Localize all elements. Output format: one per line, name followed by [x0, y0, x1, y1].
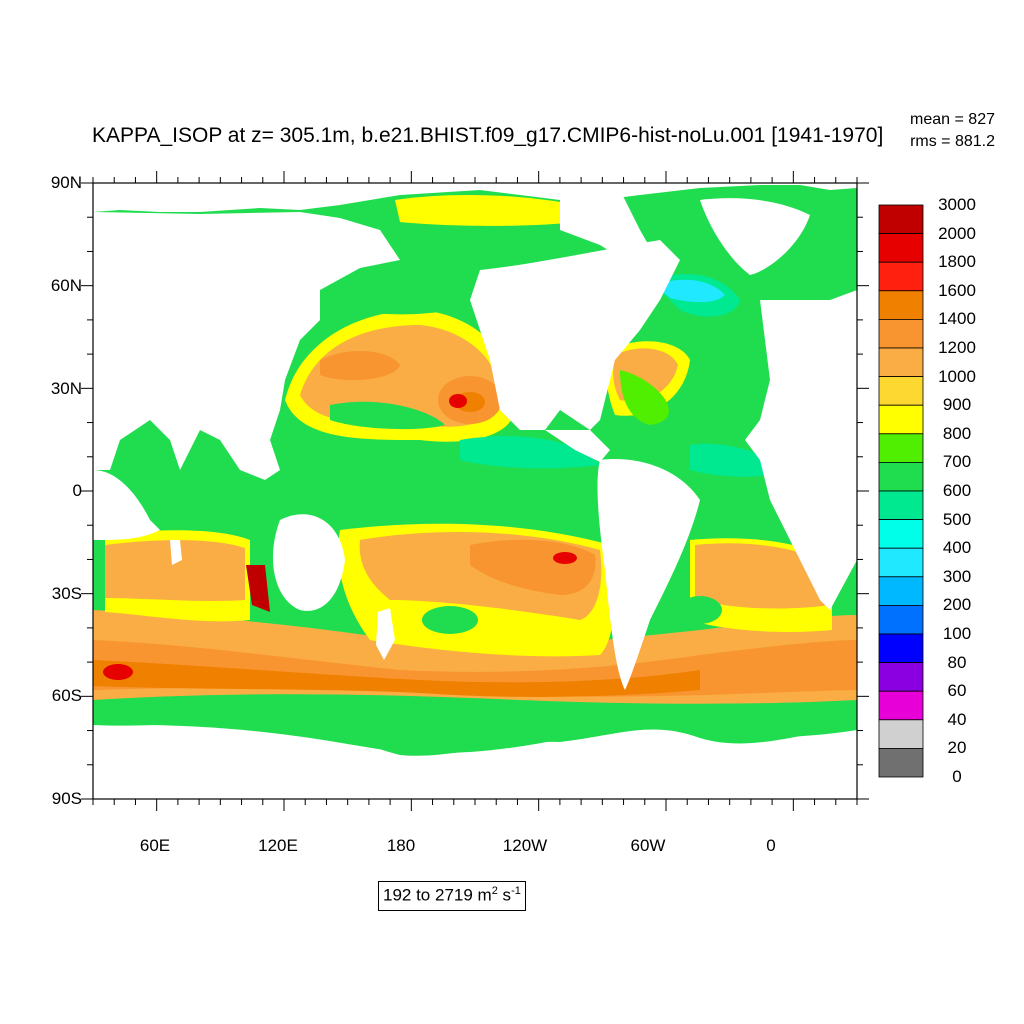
hotspot-north-pacific — [449, 394, 467, 408]
colorbar-level-label: 1600 — [938, 280, 976, 300]
colorbar-level-label: 0 — [952, 767, 962, 786]
colorbar-swatch — [878, 261, 924, 292]
arctic-900 — [395, 195, 610, 226]
lon-label-60e: 60E — [139, 836, 171, 855]
map-fields — [93, 183, 857, 799]
north-pacific-1400 — [320, 350, 400, 381]
agulhas-hotspot — [246, 565, 270, 612]
colorbar-level-label: 900 — [942, 395, 972, 415]
colorbar-level-label: 20 — [947, 738, 967, 758]
subpolar-atlantic-400 — [655, 279, 725, 303]
hotspot-south-pacific — [553, 552, 577, 564]
colorbar-level-label: 1400 — [938, 309, 976, 329]
colorbar-level-label: 600 — [942, 481, 972, 500]
colorbar-swatch — [878, 233, 924, 263]
colorbar-swatch — [878, 547, 924, 578]
colorbar-swatch — [878, 290, 924, 320]
mean-stat: mean = 827 — [910, 111, 995, 128]
lon-label-120e: 120E — [258, 836, 298, 855]
north-pacific-band — [330, 401, 445, 430]
colorbar-swatch — [878, 433, 924, 463]
colorbar-swatch — [878, 204, 924, 235]
colorbar-level-label: 700 — [942, 452, 972, 472]
colorbar-swatch — [878, 605, 924, 635]
lon-label-180: 180 — [386, 836, 416, 855]
lat-label-90n: 90N — [50, 173, 82, 192]
south-atlantic-low — [678, 596, 722, 624]
hotspot-south-indian — [103, 664, 133, 680]
colorbar-swatch — [878, 347, 924, 378]
lon-label-120w: 120W — [502, 836, 548, 855]
colorbar-swatch — [878, 461, 924, 492]
colorbar-level-label: 400 — [942, 538, 972, 558]
lat-label-60s: 60S — [51, 686, 82, 705]
colorbar-level-label: 1800 — [938, 252, 976, 272]
south-atlantic-1200 — [695, 543, 830, 609]
colorbar — [878, 204, 924, 778]
colorbar-swatch — [878, 519, 924, 549]
lat-label-60n: 60N — [50, 276, 82, 295]
south-indian-1200 — [105, 540, 245, 601]
colorbar-level-label: 300 — [942, 566, 972, 586]
colorbar-swatch — [878, 376, 924, 406]
colorbar-swatch — [878, 490, 924, 521]
colorbar-level-label: 40 — [947, 709, 967, 729]
colorbar-level-label: 100 — [942, 624, 972, 643]
colorbar-level-label: 2000 — [938, 223, 976, 243]
lon-label-0: 0 — [766, 836, 776, 855]
rms-stat: rms = 881.2 — [910, 133, 995, 150]
colorbar-level-label: 80 — [947, 652, 967, 672]
colorbar-swatch — [878, 633, 924, 664]
range-label: 192 to 2719 m2 s-1 — [378, 881, 526, 911]
equatorial-pacific-600 — [460, 436, 600, 469]
southern-band-1600 — [93, 660, 700, 697]
colorbar-swatch — [878, 719, 924, 749]
lat-label-30s: 30S — [51, 584, 82, 603]
north-atlantic-band — [620, 370, 669, 425]
colorbar-swatch — [878, 748, 924, 778]
range-label-exp-1: 2 — [491, 885, 498, 897]
axis-ticks — [81, 171, 869, 811]
colorbar-swatch — [878, 404, 924, 435]
land — [93, 183, 857, 799]
lat-label-90s: 90S — [51, 789, 82, 808]
colorbar-swatch — [878, 318, 924, 349]
range-label-unit: s — [497, 885, 512, 905]
colorbar-level-label: 1000 — [938, 366, 976, 386]
colorbar-swatch — [878, 662, 924, 692]
colorbar-level-label: 500 — [942, 509, 972, 529]
lon-label-60w: 60W — [630, 836, 666, 855]
colorbar-level-label: 800 — [942, 423, 972, 443]
colorbar-swatch — [878, 576, 924, 606]
antarctic-shelf — [93, 705, 857, 754]
colorbar-swatch — [878, 690, 924, 721]
lat-label-30n: 30N — [50, 379, 82, 398]
lat-label-equator: 0 — [72, 481, 82, 500]
south-pacific-low — [422, 606, 478, 634]
colorbar-level-label: 3000 — [938, 195, 976, 214]
colorbar-level-label: 1200 — [938, 338, 976, 357]
colorbar-level-label: 200 — [942, 595, 972, 615]
range-label-exp-2: -1 — [511, 885, 521, 897]
figure-title: KAPPA_ISOP at z= 305.1m, b.e21.BHIST.f09… — [92, 124, 884, 147]
colorbar-level-label: 60 — [947, 681, 967, 701]
range-label-text: 192 to 2719 m — [383, 885, 492, 905]
north-pacific-subpolar — [350, 292, 480, 315]
